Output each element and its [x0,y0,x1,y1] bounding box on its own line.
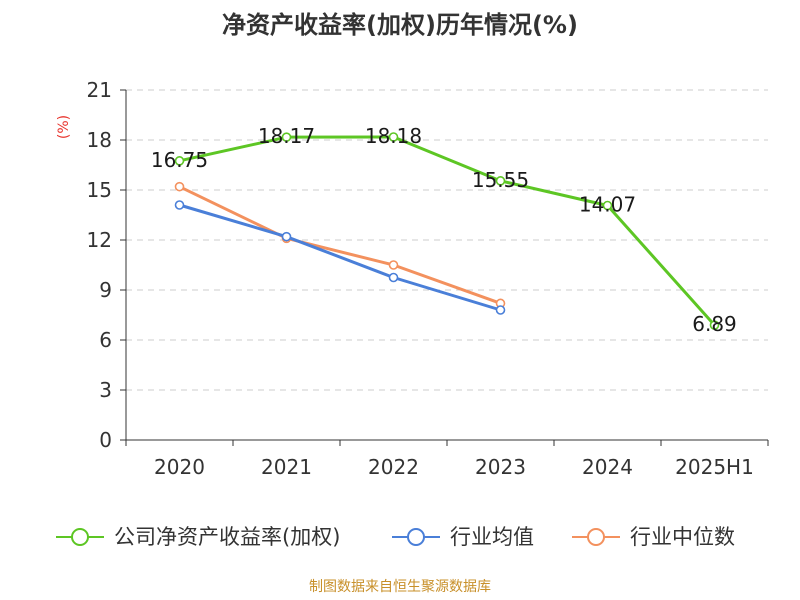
x-tick-label: 2023 [475,455,526,479]
data-label: 14.07 [579,193,636,217]
data-point [709,320,720,330]
data-point [495,305,506,315]
y-tick-label: 3 [99,378,112,402]
series-line [179,135,716,327]
data-point [495,176,506,186]
data-point [281,231,292,242]
data-point [174,156,185,166]
legend: 公司净资产收益率(加权) 行业均值 行业中位数 [56,525,735,549]
legend-label: 行业均值 [450,525,534,549]
data-labels: 16.75 18.17 18.18 15.55 14.07 6.89 [151,124,737,336]
data-point [388,132,399,142]
series-line [178,185,502,305]
x-tick-label: 2025H1 [675,455,754,479]
data-point [388,260,399,270]
series-group [174,132,720,330]
legend-label: 行业中位数 [630,525,735,549]
data-point [602,200,613,211]
data-label: 15.55 [472,168,529,192]
source-note: 制图数据来自恒生聚源数据库 [309,579,491,595]
legend-marker [71,528,89,546]
axes: 0 3 6 9 12 15 18 21 2020 2021 2022 2023 2024 2025H1 [87,78,769,479]
legend-marker [407,528,425,546]
y-tick-label: 18 [87,128,112,152]
y-tick-label: 15 [87,178,112,202]
series-line [179,203,501,312]
data-point [281,132,292,142]
x-tick-label: 2021 [261,455,312,479]
data-point [174,200,185,210]
y-tick-label: 9 [99,278,112,302]
data-point [388,272,399,283]
y-tick-label: 12 [87,228,112,252]
data-label: 16.75 [151,148,208,172]
x-tick-label: 2024 [582,455,633,479]
y-unit-label: (%) [56,115,72,139]
legend-label: 公司净资产收益率(加权) [114,525,340,549]
y-tick-label: 0 [99,428,112,452]
data-point [174,181,185,192]
data-label: 6.89 [692,312,737,336]
y-tick-label: 6 [99,328,112,352]
chart-title: 净资产收益率(加权)历年情况(%) [222,11,578,39]
data-label: 18.18 [365,124,422,148]
y-tick-label: 21 [87,78,112,102]
x-tick-label: 2020 [154,455,205,479]
legend-marker [587,528,605,546]
data-label: 18.17 [258,124,315,148]
grid [126,89,768,391]
x-tick-label: 2022 [368,455,419,479]
